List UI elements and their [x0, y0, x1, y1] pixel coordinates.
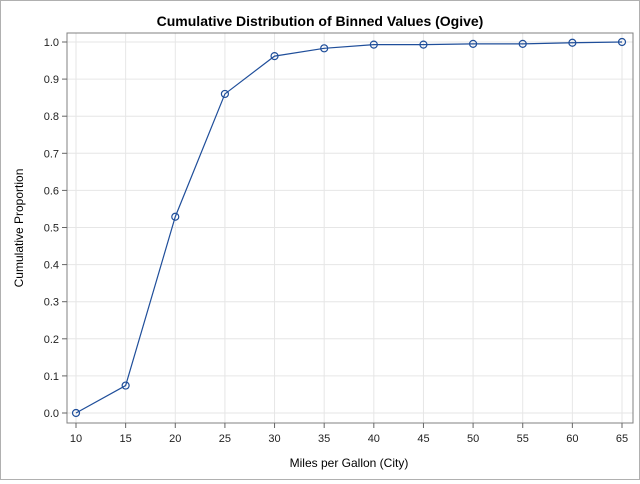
y-axis-label: Cumulative Proportion	[12, 169, 26, 288]
data-point	[121, 381, 130, 390]
x-tick-label: 50	[467, 433, 479, 445]
x-tick-label: 30	[268, 433, 280, 445]
x-tick-label: 60	[566, 433, 578, 445]
x-tick-label: 65	[616, 433, 628, 445]
x-tick-label: 45	[417, 433, 429, 445]
chart-title: Cumulative Distribution of Binned Values…	[157, 13, 484, 29]
data-point	[617, 37, 627, 47]
y-tick-label: 0.5	[44, 223, 59, 235]
series-line	[75, 41, 623, 414]
data-point	[568, 38, 577, 47]
y-tick-label: 0.6	[44, 185, 59, 197]
x-tick-label: 10	[70, 433, 82, 445]
data-point	[419, 40, 428, 49]
data-point	[270, 51, 279, 61]
x-tick-label: 35	[318, 433, 330, 445]
data-point	[71, 408, 81, 418]
x-axis-label: Miles per Gallon (City)	[290, 456, 409, 470]
y-tick-label: 0.1	[44, 371, 59, 383]
y-tick-label: 0.7	[44, 148, 59, 160]
gridlines	[67, 33, 633, 423]
x-tick-label: 25	[219, 433, 231, 445]
y-tick-label: 1.0	[44, 37, 59, 49]
data-series	[71, 37, 627, 418]
x-tick-label: 20	[169, 433, 181, 445]
data-point	[171, 212, 180, 221]
y-tick-label: 0.9	[44, 74, 59, 86]
y-tick-label: 0.4	[44, 260, 59, 272]
y-tick-label: 0.2	[44, 334, 59, 346]
data-point	[320, 44, 329, 53]
x-axis-ticks: 10 15 20 25 30 35 40 45 50 55 60 65	[70, 423, 628, 445]
data-point	[220, 89, 230, 99]
y-axis-ticks: 0.0 0.1 0.2 0.3 0.4 0.5 0.6 0.7 0.8 0.9 1.0	[44, 37, 67, 420]
y-tick-label: 0.3	[44, 297, 59, 309]
data-point	[369, 40, 378, 49]
x-tick-label: 55	[517, 433, 529, 445]
x-tick-label: 40	[368, 433, 380, 445]
data-point	[468, 39, 478, 48]
y-tick-label: 0.0	[44, 408, 59, 420]
y-tick-label: 0.8	[44, 111, 59, 123]
data-point	[518, 39, 527, 48]
x-tick-label: 15	[120, 433, 132, 445]
